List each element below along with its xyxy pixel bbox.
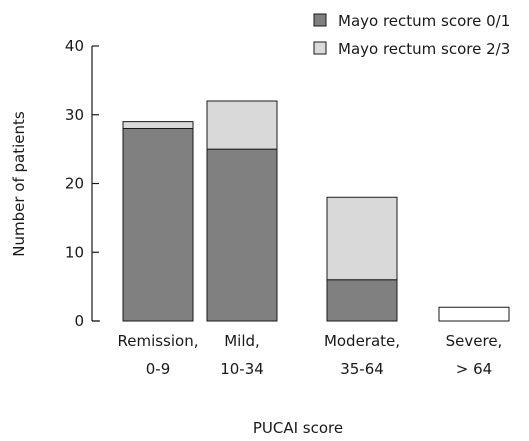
legend-label-0: Mayo rectum score 0/1 [338, 12, 510, 30]
x-axis-title: PUCAI score [253, 419, 343, 437]
legend-swatch-0 [313, 13, 327, 27]
category-label-2-line-1: 35-64 [340, 360, 384, 378]
y-tick-label-30: 30 [65, 106, 84, 124]
bar-outline-3 [438, 306, 510, 322]
y-axis: 0 10 20 30 40 [65, 37, 99, 330]
y-tick-label-40: 40 [65, 37, 84, 55]
category-label-3-line-0: Severe, [446, 332, 503, 350]
bar-score-0-1-1 [206, 148, 278, 322]
y-tick-label-0: 0 [74, 312, 84, 330]
category-label-0-line-0: Remission, [117, 332, 198, 350]
y-axis-title: Number of patients [10, 111, 28, 257]
y-tick-label-20: 20 [65, 175, 84, 193]
legend-swatch-1 [313, 41, 327, 55]
bar-score-2-3-1 [206, 100, 278, 150]
category-labels: Remission, 0-9 Mild, 10-34 Moderate, 35-64 Sev… [117, 332, 502, 378]
legend: Mayo rectum score 0/1 Mayo rectum score 2… [313, 12, 510, 58]
category-label-1-line-0: Mild, [224, 332, 260, 350]
bar-score-2-3-2 [326, 196, 398, 281]
y-tick-label-10: 10 [65, 243, 84, 261]
category-label-0-line-1: 0-9 [146, 360, 171, 378]
bar-score-0-1-0 [122, 128, 194, 322]
category-label-2-line-0: Moderate, [324, 332, 400, 350]
category-label-1-line-1: 10-34 [220, 360, 264, 378]
bar-score-2-3-0 [122, 121, 194, 129]
bar-score-0-1-2 [326, 279, 398, 322]
legend-label-1: Mayo rectum score 2/3 [338, 40, 510, 58]
bars [122, 100, 510, 322]
category-label-3-line-1: > 64 [456, 360, 492, 378]
